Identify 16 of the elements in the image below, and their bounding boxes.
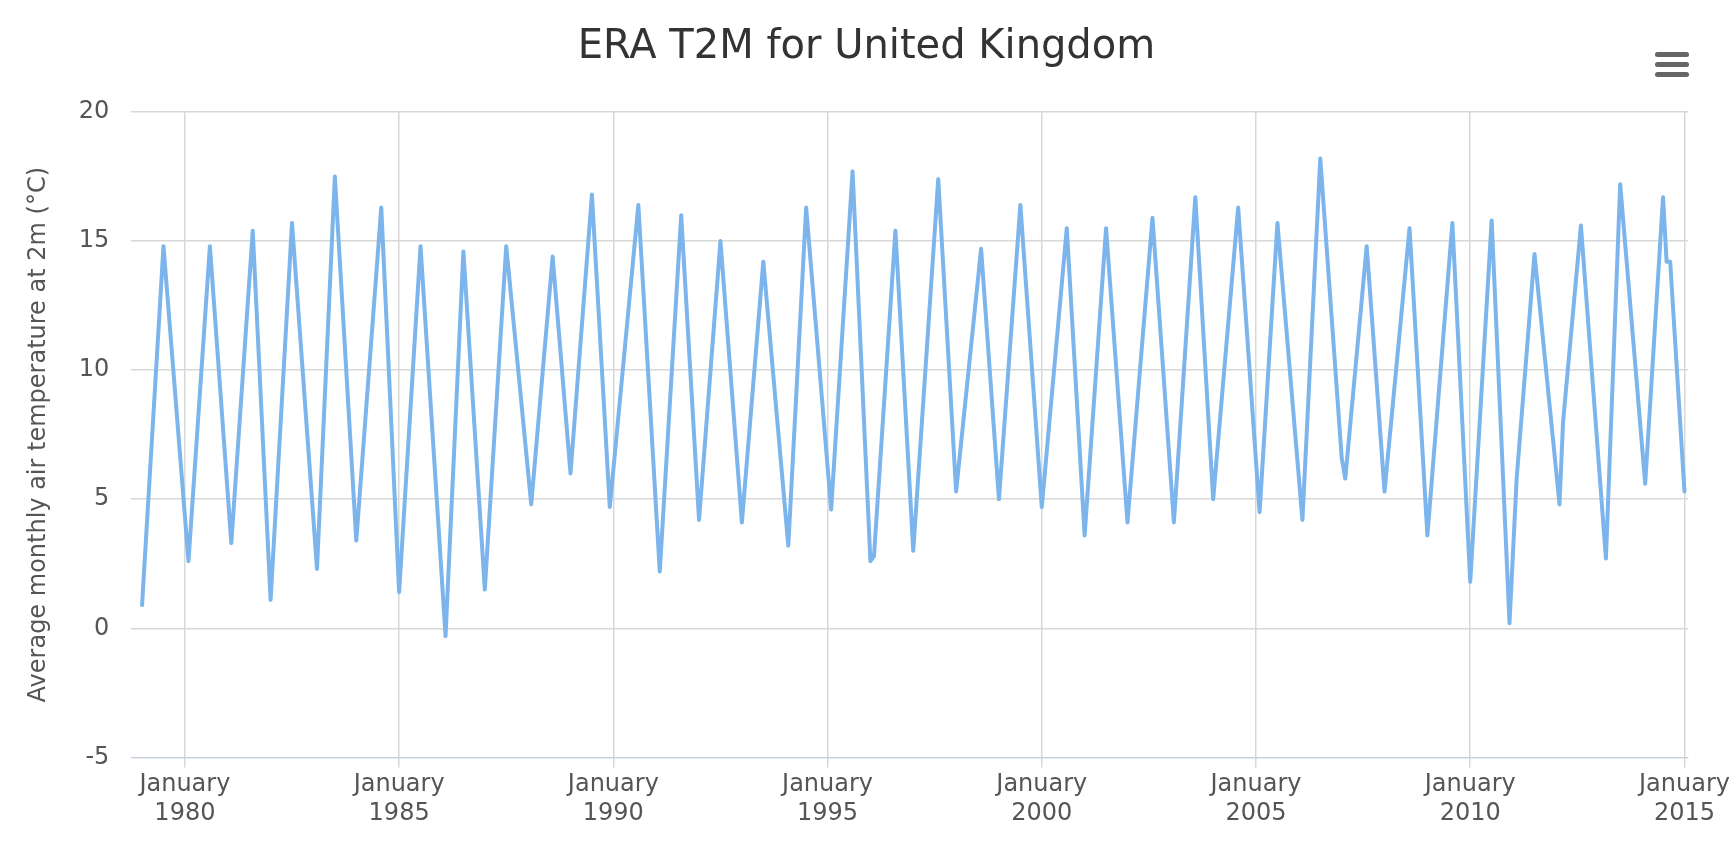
y-tick-label: 20 xyxy=(78,96,110,125)
y-tick-label: 10 xyxy=(78,354,110,383)
x-tick-label: January 1995 xyxy=(780,769,874,826)
y-tick-label: 5 xyxy=(94,483,110,512)
x-tick-label: January 2005 xyxy=(1208,769,1302,826)
y-axis-title: Average monthly air temperature at 2m (°C) xyxy=(22,166,51,703)
chart-title: ERA T2M for United Kingdom xyxy=(577,21,1156,68)
x-tick-label: January 2015 xyxy=(1636,769,1730,826)
x-tick-label: January 1990 xyxy=(565,769,659,826)
x-tick-label: January 1985 xyxy=(351,769,445,826)
y-tick-label: 0 xyxy=(94,612,110,641)
x-tick-label: January 2010 xyxy=(1422,769,1516,826)
y-tick-label: 15 xyxy=(78,225,110,254)
x-tick-label: January 2000 xyxy=(994,769,1088,826)
y-tick-label: -5 xyxy=(85,741,110,770)
x-tick-label: January 1980 xyxy=(137,769,231,826)
